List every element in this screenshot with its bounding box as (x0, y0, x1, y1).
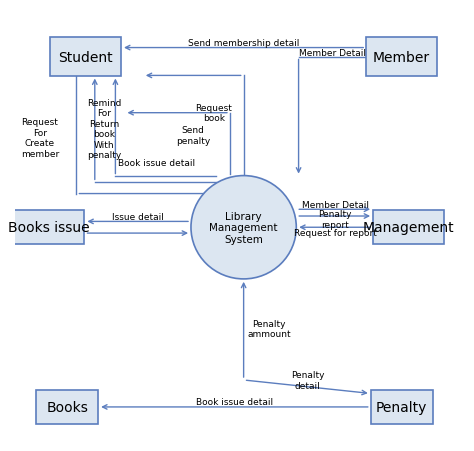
Text: Issue detail: Issue detail (112, 213, 164, 222)
FancyBboxPatch shape (373, 211, 444, 244)
Text: Management: Management (363, 221, 454, 235)
Text: Penalty
report: Penalty report (319, 210, 352, 230)
FancyBboxPatch shape (13, 211, 84, 244)
Text: Student: Student (58, 51, 113, 64)
Text: Books: Books (46, 400, 88, 414)
Text: Request
book: Request book (195, 104, 232, 123)
Text: Request for report: Request for report (294, 229, 377, 238)
Text: Remind
For
Return
book
With
penalty: Remind For Return book With penalty (87, 99, 121, 160)
FancyBboxPatch shape (50, 38, 121, 77)
Text: Penalty
detail: Penalty detail (291, 370, 325, 390)
Text: Member Detail: Member Detail (300, 48, 366, 57)
Text: Book issue detail: Book issue detail (118, 158, 195, 167)
Text: Books issue: Books issue (8, 221, 90, 235)
Text: Request
For
Create
member: Request For Create member (21, 118, 59, 158)
FancyBboxPatch shape (371, 390, 433, 424)
Text: Library
Management
System: Library Management System (210, 211, 278, 244)
Text: Send membership detail: Send membership detail (188, 39, 299, 48)
Text: Penalty: Penalty (376, 400, 428, 414)
Circle shape (191, 176, 296, 279)
Text: Member Detail: Member Detail (302, 201, 369, 210)
FancyBboxPatch shape (366, 38, 437, 77)
Text: Penalty
ammount: Penalty ammount (247, 319, 291, 338)
FancyBboxPatch shape (36, 390, 98, 424)
Text: Send
penalty: Send penalty (176, 126, 210, 146)
Text: Book issue detail: Book issue detail (196, 397, 273, 406)
Text: Member: Member (373, 51, 430, 64)
